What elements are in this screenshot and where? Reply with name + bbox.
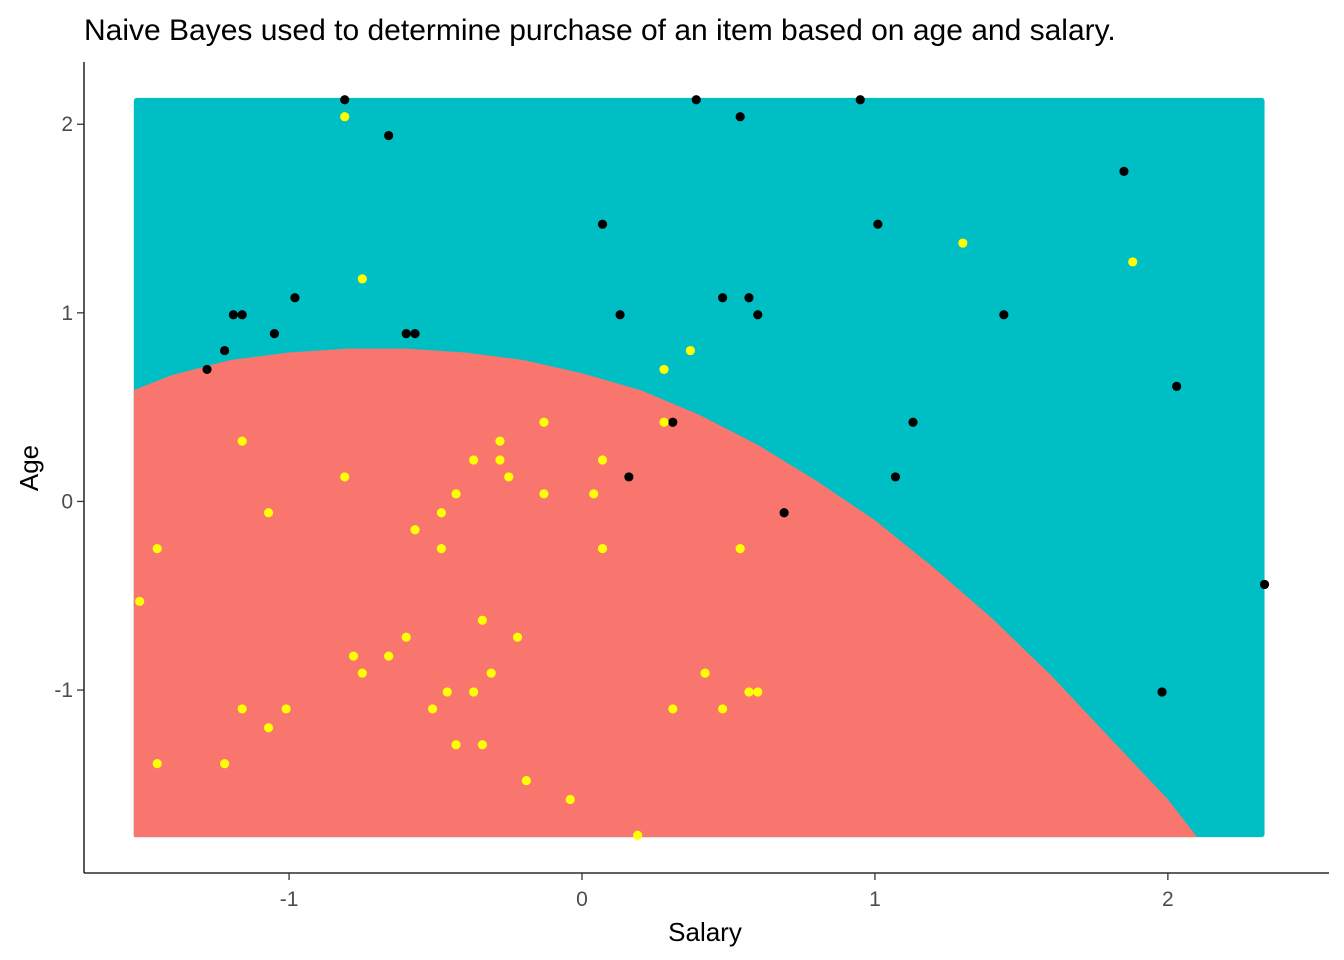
point-yellow-46 — [152, 759, 162, 769]
point-black-3 — [735, 112, 745, 122]
point-yellow-38 — [237, 704, 247, 714]
point-yellow-0 — [340, 112, 350, 122]
point-black-16 — [269, 328, 280, 339]
point-yellow-26 — [477, 615, 487, 625]
point-black-12 — [237, 310, 247, 320]
point-yellow-31 — [357, 668, 367, 678]
point-black-17 — [401, 328, 411, 339]
point-yellow-39 — [281, 704, 291, 714]
point-yellow-30 — [384, 651, 394, 661]
point-yellow-44 — [451, 740, 461, 750]
point-yellow-9 — [495, 436, 505, 446]
point-yellow-18 — [263, 508, 274, 518]
point-yellow-42 — [718, 704, 728, 714]
point-yellow-50 — [633, 830, 643, 840]
point-black-28 — [1157, 687, 1167, 697]
x-tick-label: -1 — [280, 888, 299, 911]
point-black-21 — [1172, 381, 1182, 391]
point-yellow-29 — [348, 651, 359, 661]
point-black-15 — [999, 310, 1009, 320]
point-yellow-41 — [668, 704, 678, 714]
point-black-27 — [1259, 579, 1270, 590]
point-yellow-17 — [589, 489, 599, 499]
decision-regions — [133, 97, 1265, 838]
point-yellow-12 — [597, 455, 608, 465]
point-yellow-34 — [442, 687, 452, 697]
point-yellow-48 — [521, 775, 531, 786]
point-yellow-28 — [512, 632, 523, 642]
x-tick-label: 2 — [1162, 888, 1174, 911]
point-black-24 — [624, 472, 634, 482]
point-black-6 — [597, 219, 608, 229]
point-black-0 — [340, 95, 350, 105]
point-black-26 — [779, 508, 789, 518]
point-black-1 — [384, 130, 394, 141]
chart-title: Naive Bayes used to determine purchase o… — [84, 14, 1116, 47]
point-yellow-24 — [735, 544, 745, 554]
point-yellow-11 — [495, 455, 505, 465]
y-tick-label: 0 — [61, 490, 73, 513]
point-black-9 — [718, 293, 728, 303]
point-yellow-10 — [469, 455, 479, 465]
point-yellow-20 — [410, 525, 420, 535]
point-black-13 — [615, 310, 625, 320]
data-points — [135, 95, 1270, 840]
plot-area — [133, 95, 1270, 840]
point-yellow-1 — [357, 274, 367, 284]
x-axis-ticks: -1 0 1 2 — [280, 873, 1174, 911]
point-yellow-33 — [700, 668, 710, 678]
point-yellow-47 — [220, 759, 230, 769]
point-yellow-21 — [152, 544, 162, 554]
point-black-2 — [691, 95, 701, 105]
x-tick-label: 0 — [576, 888, 588, 911]
point-yellow-7 — [539, 417, 549, 427]
point-black-14 — [753, 310, 763, 320]
point-yellow-22 — [436, 544, 446, 554]
y-tick-label: 1 — [61, 302, 73, 325]
point-black-5 — [1119, 166, 1129, 176]
point-yellow-13 — [340, 472, 350, 482]
y-axis-title: Age — [14, 445, 44, 491]
point-yellow-37 — [753, 687, 763, 697]
point-yellow-14 — [504, 472, 514, 482]
point-black-23 — [908, 417, 918, 427]
point-black-19 — [220, 345, 230, 356]
point-black-22 — [668, 417, 678, 427]
x-axis-title: Salary — [668, 917, 742, 947]
point-yellow-23 — [597, 544, 608, 554]
point-yellow-27 — [401, 632, 411, 642]
point-yellow-2 — [958, 238, 968, 248]
y-tick-label: -1 — [54, 679, 73, 702]
point-yellow-8 — [237, 436, 247, 446]
point-black-11 — [228, 310, 238, 320]
point-yellow-43 — [263, 723, 274, 733]
point-black-18 — [410, 328, 420, 339]
y-axis-ticks: -1 0 1 2 — [54, 113, 84, 702]
point-black-20 — [202, 364, 212, 375]
point-yellow-32 — [486, 668, 496, 678]
point-yellow-6 — [659, 417, 669, 427]
region-class-0 — [133, 348, 1198, 838]
y-tick-label: 2 — [61, 113, 73, 136]
point-yellow-36 — [744, 687, 754, 697]
point-yellow-45 — [477, 740, 487, 750]
point-black-4 — [855, 95, 865, 105]
point-yellow-5 — [659, 364, 669, 375]
point-yellow-25 — [135, 596, 145, 607]
point-yellow-15 — [451, 489, 461, 499]
point-yellow-49 — [565, 794, 575, 805]
point-yellow-3 — [1128, 257, 1138, 267]
point-black-10 — [744, 293, 754, 303]
x-tick-label: 1 — [869, 888, 881, 911]
point-black-8 — [290, 293, 300, 303]
point-black-7 — [873, 219, 883, 229]
point-yellow-16 — [539, 489, 549, 499]
point-yellow-35 — [469, 687, 479, 697]
point-black-25 — [890, 472, 901, 482]
point-yellow-19 — [436, 508, 446, 518]
point-yellow-40 — [428, 704, 438, 714]
point-yellow-4 — [685, 345, 695, 356]
